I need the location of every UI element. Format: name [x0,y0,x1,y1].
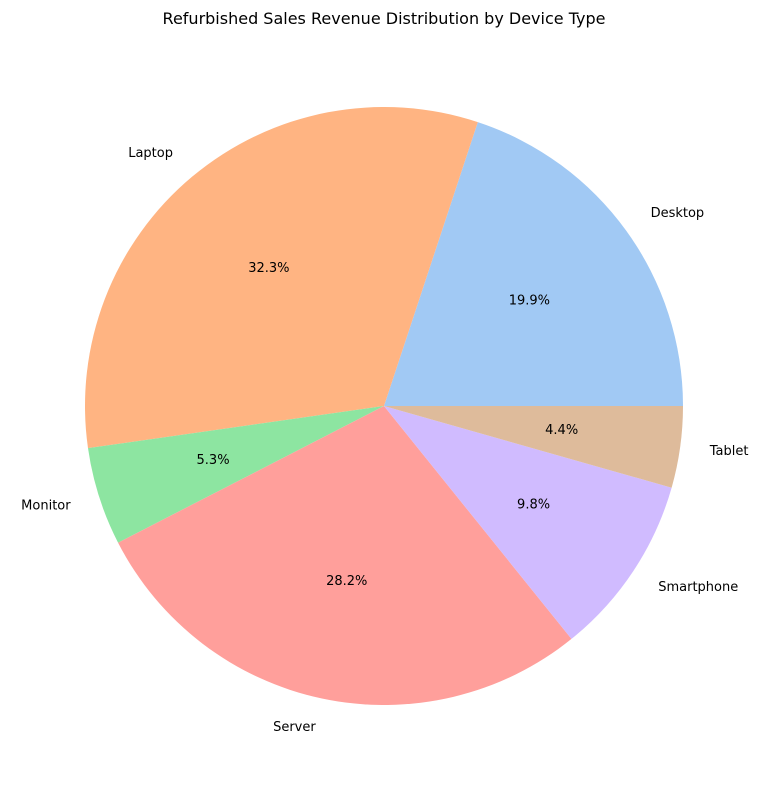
category-labels: Desktop Laptop Monitor Server Smartphone Tabl… [21,146,748,735]
percent-label-desktop: 19.9% [509,293,550,308]
category-label-desktop: Desktop [651,206,705,221]
percent-label-monitor: 5.3% [197,453,230,468]
percent-labels: 19.9% 32.3% 5.3% 28.2% 9.8% 4.4% [197,261,579,589]
category-label-monitor: Monitor [21,498,71,513]
chart-title: Refurbished Sales Revenue Distribution b… [163,9,606,28]
percent-label-laptop: 32.3% [248,261,289,276]
percent-label-smartphone: 9.8% [517,498,550,513]
category-label-smartphone: Smartphone [658,580,738,595]
pie-slice-desktop [384,122,683,406]
pie-slice-tablet [384,406,683,488]
category-label-tablet: Tablet [709,444,749,459]
pie-slice-monitor [87,406,384,543]
category-label-laptop: Laptop [128,146,173,161]
pie-slice-laptop [85,107,478,449]
category-label-server: Server [273,720,316,735]
pie-slice-server [118,406,572,705]
percent-label-tablet: 4.4% [545,423,578,438]
pie-slice-smartphone [384,406,672,639]
percent-label-server: 28.2% [326,574,367,589]
pie-slices [85,107,683,705]
